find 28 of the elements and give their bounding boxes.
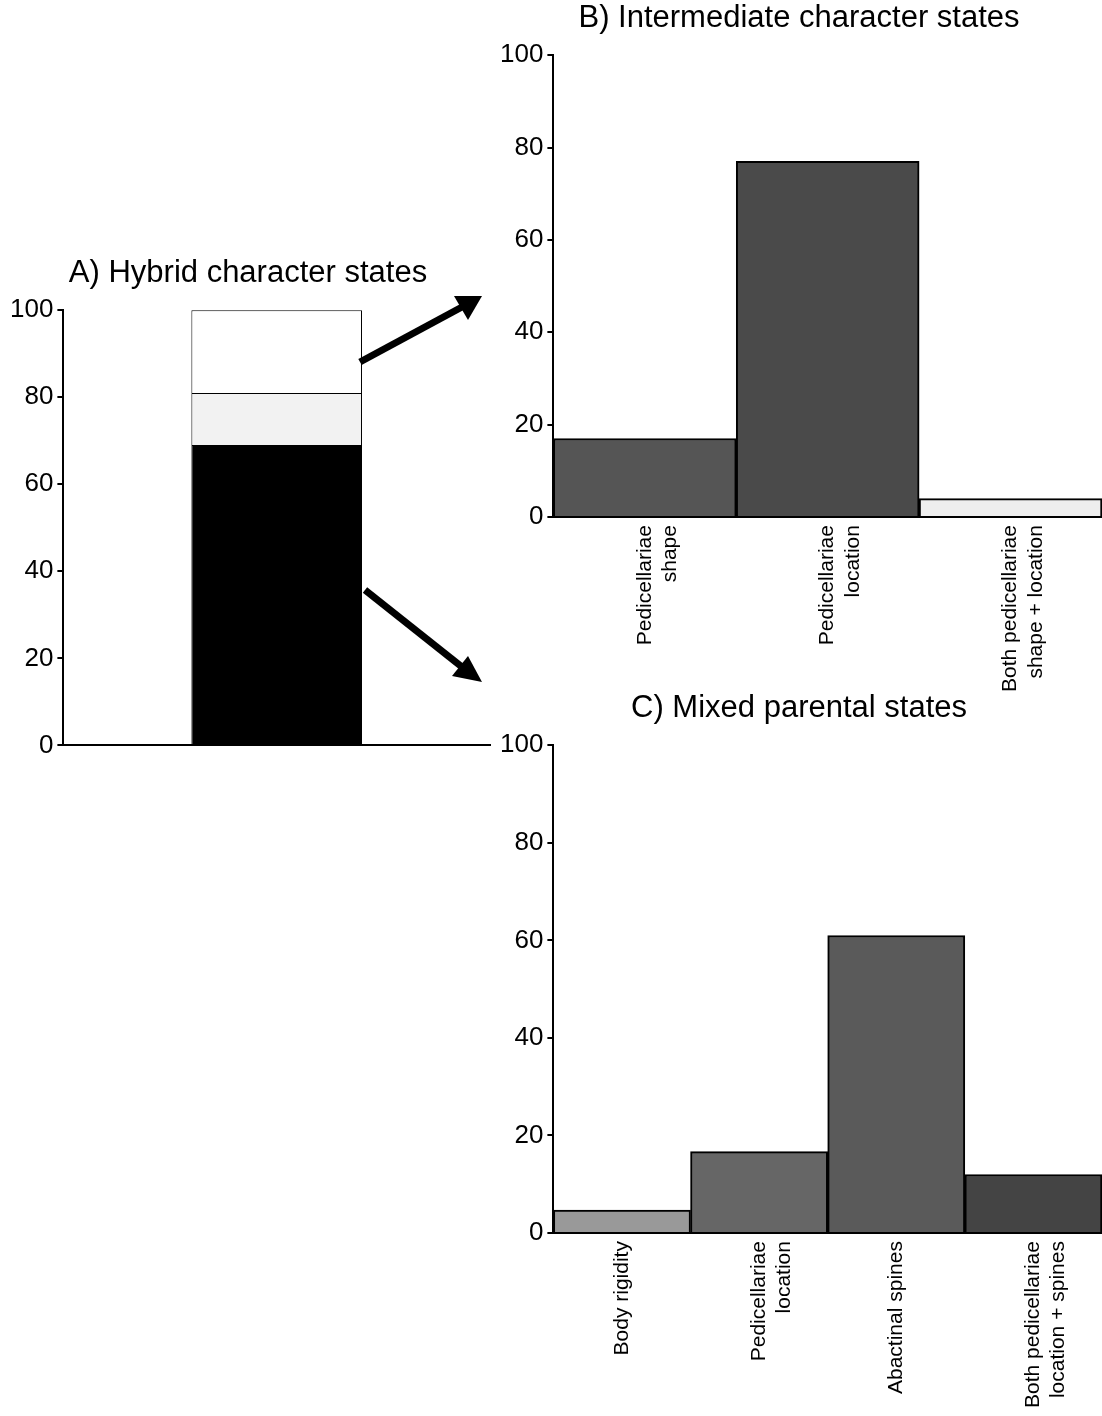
chart-title: C) Mixed parental states (631, 689, 967, 725)
y-tick-label: 20 (514, 1118, 544, 1149)
x-tick-label: Pedicellariae location (745, 1241, 795, 1362)
y-tick-label: 0 (38, 728, 54, 759)
y-tick-label: 60 (24, 467, 54, 498)
y-tick-label: 80 (24, 380, 54, 411)
x-tick-label: Both pedicellariae shape + location (997, 525, 1046, 693)
y-tick-label: 100 (499, 728, 544, 759)
y-tick-label: 40 (24, 554, 54, 585)
x-tick-label: Pedicellariae shape (631, 525, 680, 646)
x-tick-label: Body rigidity (608, 1240, 632, 1356)
y-tick-label: 80 (514, 130, 544, 161)
y-tick-label: 20 (514, 407, 544, 438)
x-tick-label: Pedicellariae location (814, 525, 863, 646)
y-tick-label: 0 (528, 500, 544, 531)
x-tick-label: Both pedicellariae location + spines (1020, 1241, 1069, 1409)
y-tick-label: 60 (514, 923, 544, 954)
y-tick-label: 40 (514, 315, 544, 346)
chart-title: B) Intermediate character states (578, 0, 1020, 35)
chart-title: A) Hybrid character states (68, 254, 428, 290)
y-tick-label: 60 (514, 223, 544, 254)
y-tick-label: 20 (24, 641, 54, 672)
x-tick-label: Abactinal spines (883, 1241, 907, 1394)
y-tick-label: 100 (499, 38, 544, 69)
y-tick-label: 100 (9, 293, 54, 324)
y-tick-label: 0 (528, 1216, 544, 1247)
y-tick-label: 80 (514, 825, 544, 856)
y-tick-label: 40 (514, 1021, 544, 1052)
